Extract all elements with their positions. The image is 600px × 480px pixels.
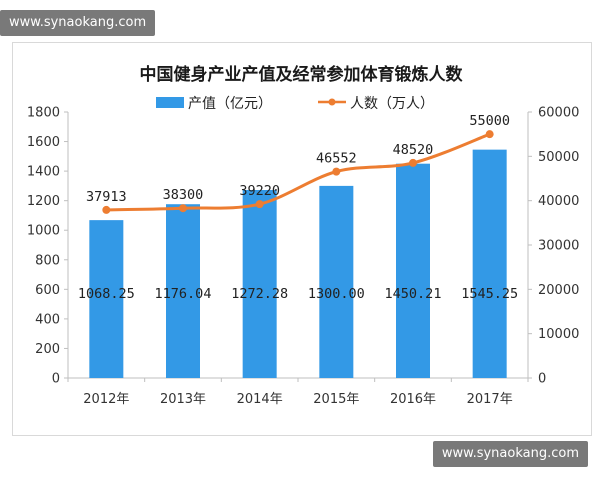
left-tick-label: 0 xyxy=(52,372,60,387)
bar-value-label: 1545.25 xyxy=(461,286,518,302)
line-point xyxy=(409,158,417,167)
left-tick-label: 800 xyxy=(35,253,60,268)
legend-bar-swatch xyxy=(156,97,184,108)
legend-line-label: 人数（万人） xyxy=(350,96,434,112)
right-tick-label: 20000 xyxy=(538,283,579,298)
left-tick-label: 200 xyxy=(35,342,60,357)
bar-value-label: 1176.04 xyxy=(155,286,212,302)
chart-title: 中国健身产业产值及经常参加体育锻炼人数 xyxy=(140,64,464,85)
line-value-label: 37913 xyxy=(86,189,127,205)
bar xyxy=(472,149,507,378)
line-series xyxy=(102,130,494,214)
bar-value-label: 1068.25 xyxy=(78,286,135,302)
data-labels: 1068.25 1176.04 1272.28 1300.00 1450.21 1545.… xyxy=(78,113,518,302)
bar-value-label: 1272.28 xyxy=(231,286,288,302)
x-tick-label: 2013年 xyxy=(160,392,206,407)
right-tick-label: 50000 xyxy=(538,150,579,165)
right-tick-label: 40000 xyxy=(538,194,579,209)
right-tick-label: 30000 xyxy=(538,239,579,254)
line-point xyxy=(179,204,187,213)
right-tick-label: 60000 xyxy=(538,106,579,121)
legend-bar-label: 产值（亿元） xyxy=(188,96,272,112)
left-tick-label: 400 xyxy=(35,312,60,327)
watermark-bottom: www.synaokang.com xyxy=(432,441,588,467)
legend-line-marker xyxy=(328,98,336,106)
bar xyxy=(319,185,354,378)
axes: 0 200 400 600 800 1000 1200 1400 1600 1800 0 10000 2… xyxy=(27,106,579,408)
legend: 产值（亿元） 人数（万人） xyxy=(156,96,434,112)
bar-value-label: 1300.00 xyxy=(308,286,365,302)
bar xyxy=(89,220,124,378)
right-tick-label: 10000 xyxy=(538,327,579,342)
x-tick-label: 2016年 xyxy=(390,392,436,407)
line-value-label: 55000 xyxy=(469,113,510,129)
line-value-label: 39220 xyxy=(239,183,280,199)
left-tick-label: 1400 xyxy=(27,165,60,180)
bar-series xyxy=(89,149,507,378)
line-point xyxy=(255,200,264,209)
line-value-label: 46552 xyxy=(316,151,357,167)
bar xyxy=(242,189,277,378)
bar xyxy=(166,204,200,378)
watermark-top: www.synaokang.com xyxy=(0,10,156,36)
line-point xyxy=(102,205,111,214)
bar xyxy=(396,163,430,378)
left-tick-label: 1000 xyxy=(27,224,60,239)
x-tick-label: 2015年 xyxy=(313,392,359,407)
x-tick-label: 2014年 xyxy=(237,392,283,407)
bar-value-label: 1450.21 xyxy=(385,286,442,302)
line-value-label: 48520 xyxy=(393,142,434,158)
line-value-label: 38300 xyxy=(163,187,204,203)
right-tick-label: 0 xyxy=(538,372,546,387)
x-tick-label: 2017年 xyxy=(467,392,513,407)
left-tick-label: 1600 xyxy=(27,135,60,150)
left-tick-label: 1800 xyxy=(27,106,60,121)
left-tick-label: 1200 xyxy=(27,194,60,209)
line-path xyxy=(106,132,491,212)
x-tick-label: 2012年 xyxy=(83,392,129,407)
line-point xyxy=(485,130,494,139)
line-point xyxy=(332,167,341,176)
left-tick-label: 600 xyxy=(35,283,60,298)
